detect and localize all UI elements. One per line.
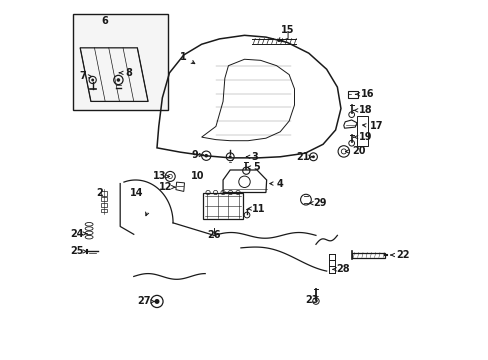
Circle shape	[154, 299, 159, 304]
Circle shape	[311, 156, 314, 158]
Text: 13: 13	[152, 171, 169, 181]
Text: 9: 9	[191, 150, 203, 160]
Text: 5: 5	[247, 162, 260, 172]
Text: 14: 14	[129, 188, 142, 198]
Bar	[356, 116, 367, 146]
Text: 1: 1	[180, 52, 194, 64]
Bar	[351, 252, 384, 257]
Text: 22: 22	[390, 250, 409, 260]
Text: 4: 4	[269, 179, 283, 189]
Circle shape	[204, 154, 207, 157]
Circle shape	[91, 78, 94, 81]
Text: 10: 10	[190, 171, 203, 181]
Text: 12: 12	[158, 182, 175, 192]
Text: 29: 29	[309, 198, 325, 208]
Text: 17: 17	[362, 121, 383, 131]
Text: 26: 26	[207, 230, 221, 240]
Text: 24: 24	[70, 229, 87, 239]
Text: 16: 16	[355, 89, 374, 99]
Bar	[73, 14, 167, 111]
Bar	[101, 197, 107, 202]
Text: 27: 27	[138, 296, 154, 306]
Text: 7: 7	[80, 71, 92, 81]
Text: 25: 25	[70, 247, 87, 256]
Text: 19: 19	[353, 132, 372, 142]
Text: 23: 23	[305, 295, 319, 305]
Text: 3: 3	[245, 152, 258, 162]
Text: 21: 21	[296, 152, 312, 162]
Circle shape	[116, 78, 120, 82]
Text: 6: 6	[101, 16, 108, 26]
Text: 11: 11	[247, 203, 265, 213]
Text: 20: 20	[345, 147, 365, 157]
Bar	[347, 91, 357, 98]
Text: 8: 8	[119, 68, 132, 78]
Bar	[101, 203, 107, 207]
Bar	[101, 208, 107, 212]
Text: 18: 18	[353, 105, 372, 115]
Text: 28: 28	[332, 264, 349, 274]
Text: 2: 2	[96, 188, 103, 198]
Bar	[203, 193, 242, 219]
Bar	[101, 191, 107, 196]
Circle shape	[228, 156, 231, 158]
Text: 15: 15	[279, 25, 294, 41]
